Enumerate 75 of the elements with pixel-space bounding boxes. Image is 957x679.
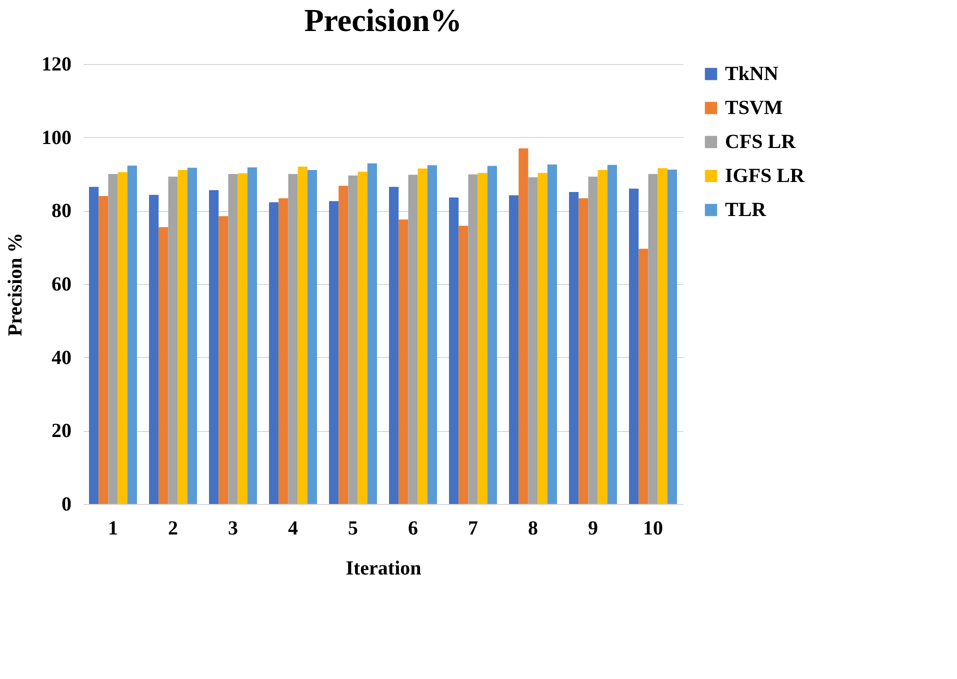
bar	[228, 174, 238, 504]
y-tick-label: 0	[62, 494, 72, 516]
bar	[338, 186, 348, 504]
x-tick-label: 3	[228, 518, 238, 540]
bar	[89, 186, 99, 504]
bar	[98, 196, 108, 504]
bar	[127, 166, 137, 504]
bar	[449, 197, 459, 504]
bar	[427, 165, 437, 504]
bar	[569, 192, 579, 504]
bar	[307, 170, 317, 504]
bar	[547, 164, 557, 504]
x-tick-label: 5	[348, 518, 358, 540]
bar	[658, 168, 668, 504]
bar	[667, 170, 677, 504]
bar	[607, 164, 617, 504]
y-tick-label: 40	[52, 346, 72, 369]
bar	[538, 172, 548, 504]
x-tick-label: 6	[408, 518, 418, 540]
bar	[108, 174, 118, 504]
bar	[358, 172, 368, 504]
bar	[269, 202, 279, 504]
x-tick-label: 8	[528, 518, 538, 540]
bar	[298, 166, 308, 504]
bar	[487, 166, 497, 504]
x-tick-label: 10	[643, 518, 663, 540]
bar	[168, 176, 178, 504]
legend-label: TLR	[725, 199, 767, 221]
bar	[478, 172, 488, 504]
y-tick-label: 100	[42, 126, 72, 149]
legend-label: TSVM	[725, 97, 783, 119]
bar	[418, 168, 428, 504]
bar	[408, 174, 418, 504]
bar	[598, 170, 608, 504]
bar	[398, 219, 408, 504]
bar	[638, 248, 648, 504]
y-tick-label: 80	[52, 200, 72, 222]
bar	[389, 186, 399, 504]
x-tick-label: 1	[108, 518, 118, 540]
bar	[288, 174, 298, 504]
y-tick-label: 60	[52, 274, 72, 296]
bar	[278, 198, 288, 504]
bar	[218, 216, 228, 504]
bar	[329, 201, 339, 504]
x-axis-title: Iteration	[346, 558, 422, 580]
legend-label: TkNN	[725, 63, 779, 85]
bar	[578, 198, 588, 504]
bar	[367, 163, 377, 504]
bar	[247, 167, 257, 504]
bar	[588, 176, 598, 504]
bar	[118, 172, 128, 504]
bar	[238, 173, 248, 504]
legend-label: CFS LR	[725, 131, 796, 153]
bar	[178, 170, 188, 504]
x-tick-label: 7	[468, 518, 478, 540]
bar	[158, 227, 168, 504]
x-tick-label: 4	[288, 518, 298, 540]
bar	[528, 177, 538, 504]
chart-title: Precision%	[304, 2, 462, 38]
bar	[348, 175, 358, 504]
bar	[468, 174, 478, 504]
bar	[648, 174, 658, 504]
bar	[187, 168, 197, 504]
bar	[458, 226, 468, 504]
y-tick-label: 120	[42, 54, 72, 76]
bar	[209, 190, 219, 504]
y-tick-label: 20	[52, 420, 72, 442]
bar	[509, 195, 519, 504]
bar	[518, 148, 528, 504]
x-tick-label: 2	[168, 518, 178, 540]
y-axis-title: Precision %	[4, 232, 26, 336]
legend-label: IGFS LR	[725, 165, 806, 187]
x-tick-label: 9	[588, 518, 598, 540]
bar	[629, 188, 639, 504]
bar	[149, 194, 159, 504]
